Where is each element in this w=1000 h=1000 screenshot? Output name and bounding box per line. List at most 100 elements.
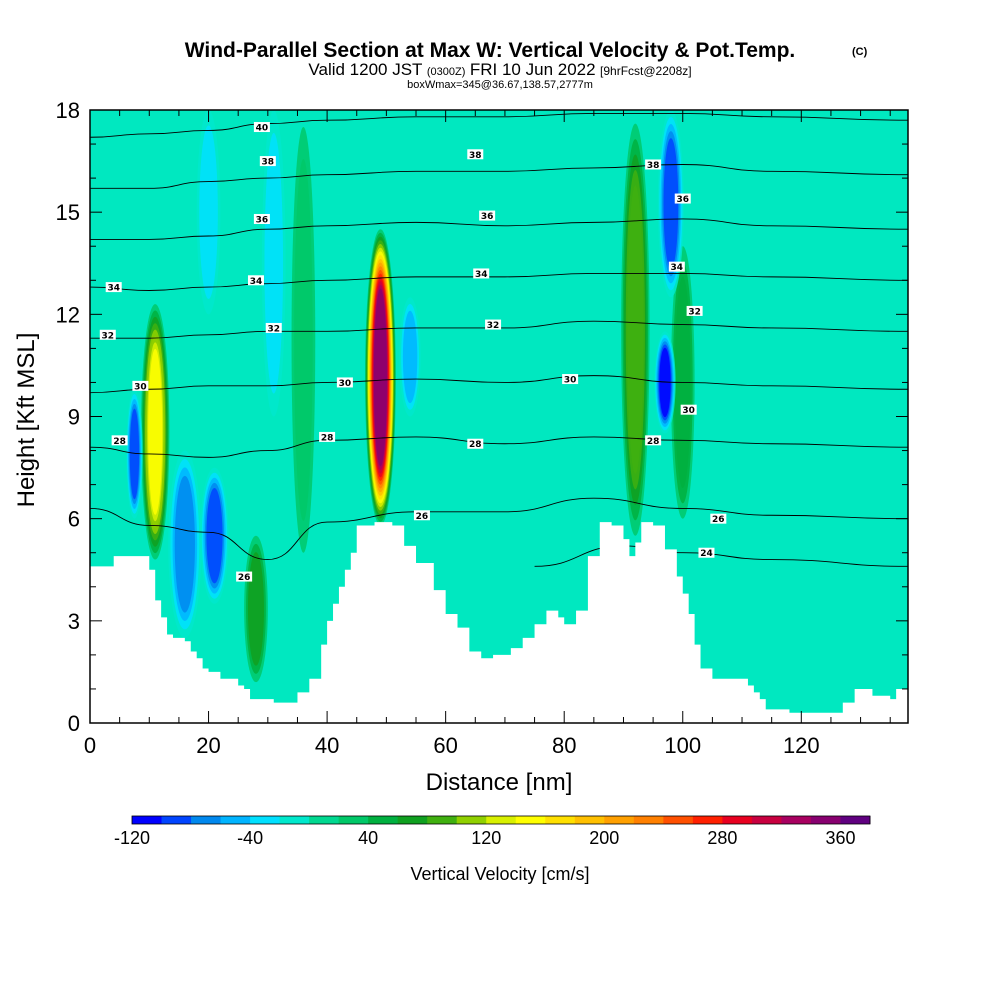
theta-label: 40 — [253, 122, 270, 134]
svg-text:28: 28 — [469, 440, 482, 450]
title-block: Wind-Parallel Section at Max W: Vertical… — [185, 39, 868, 91]
colorbar-tick-label: 360 — [825, 828, 855, 848]
theta-label: 36 — [674, 193, 691, 205]
background-field — [90, 110, 908, 723]
theta-label: 28 — [467, 438, 484, 450]
velocity-cell — [200, 467, 229, 604]
colorbar-swatch — [397, 816, 428, 824]
colorbar-swatch — [545, 816, 576, 824]
theta-label: 32 — [99, 329, 116, 341]
colorbar-swatch — [515, 816, 546, 824]
theta-label: 28 — [319, 431, 336, 443]
theta-label: 26 — [413, 510, 430, 522]
colorbar-swatch — [722, 816, 753, 824]
svg-text:28: 28 — [321, 433, 334, 443]
y-tick-label: 15 — [56, 200, 80, 225]
colorbar-frame — [131, 815, 871, 825]
theta-label: 36 — [479, 210, 496, 222]
svg-text:26: 26 — [416, 512, 429, 522]
velocity-level — [264, 132, 284, 394]
velocity-cell — [657, 110, 684, 298]
x-tick-label: 0 — [84, 733, 96, 758]
x-tick-label: 120 — [783, 733, 820, 758]
colorbar-swatch — [604, 816, 635, 824]
svg-text:30: 30 — [339, 379, 352, 389]
velocity-cell — [291, 127, 316, 553]
colorbar-swatch — [220, 816, 251, 824]
colorbar-swatch — [161, 816, 192, 824]
colorbar-tick-label: -40 — [237, 828, 263, 848]
svg-text:36: 36 — [676, 195, 689, 205]
svg-text:32: 32 — [688, 307, 701, 317]
x-tick-label: 100 — [664, 733, 701, 758]
velocity-cell — [126, 389, 143, 519]
subtitle-date: FRI 10 Jun 2022 — [470, 60, 596, 79]
x-axis: 0 20 40 60 80 100 120 — [84, 110, 891, 758]
velocity-level — [247, 552, 264, 666]
velocity-cell — [196, 110, 221, 315]
subtitle-utc: (0300Z) — [427, 66, 466, 78]
colorbar-swatch — [574, 816, 605, 824]
colorbar-tick-label: 200 — [589, 828, 619, 848]
x-axis-label: Distance [nm] — [426, 769, 573, 796]
theta-contour — [90, 164, 908, 189]
svg-text:34: 34 — [107, 284, 120, 294]
theta-label: 32 — [686, 305, 703, 317]
velocity-level — [206, 488, 223, 584]
colorbar-tick-label: 40 — [358, 828, 378, 848]
svg-text:36: 36 — [481, 212, 494, 222]
colorbar-swatch — [663, 816, 694, 824]
velocity-cell — [399, 297, 421, 417]
colorbar-swatch — [191, 816, 222, 824]
subtitle-valid: Valid 1200 JST — [308, 60, 422, 79]
theta-label: 36 — [253, 213, 270, 225]
theta-contour — [90, 436, 908, 458]
theta-label: 32 — [485, 319, 502, 331]
velocity-level — [174, 475, 195, 613]
velocity-cell — [621, 123, 650, 536]
y-tick-label: 12 — [56, 302, 80, 327]
colorbar-swatch — [427, 816, 458, 824]
colorbar: -120 -40 40 120 200 280 360 — [114, 815, 871, 848]
velocity-level — [663, 138, 679, 270]
theta-contour — [90, 218, 908, 240]
colorbar-swatch — [368, 816, 399, 824]
colorbar-swatch — [132, 816, 163, 824]
velocity-level — [294, 158, 313, 521]
theta-label: 34 — [668, 261, 685, 273]
colorbar-tick-label: 280 — [707, 828, 737, 848]
chart-subtitle: Valid 1200 JST (0300Z) FRI 10 Jun 2022 [… — [308, 60, 691, 79]
colorbar-swatch — [338, 816, 369, 824]
svg-text:26: 26 — [712, 515, 725, 525]
theta-label: 34 — [247, 275, 264, 287]
svg-text:38: 38 — [647, 161, 660, 171]
colorbar-swatch — [633, 816, 664, 824]
title-mark: (C) — [852, 46, 868, 58]
velocity-level — [627, 185, 644, 474]
svg-text:30: 30 — [682, 406, 695, 416]
svg-text:24: 24 — [700, 549, 713, 559]
theta-contour — [90, 497, 908, 560]
colorbar-label: Vertical Velocity [cm/s] — [410, 864, 589, 884]
theta-label: 34 — [473, 268, 490, 280]
theta-labels: 40 38 38 38 36 36 36 34 34 34 34 32 32 32 32 30 30 30 30 28… — [99, 122, 727, 583]
y-axis-label: Height [Kft MSL] — [13, 333, 40, 508]
theta-contour — [90, 273, 908, 291]
theta-label: 28 — [645, 435, 662, 447]
colorbar-swatch — [751, 816, 782, 824]
chart-title: Wind-Parallel Section at Max W: Vertical… — [185, 39, 796, 62]
theta-label: 26 — [236, 571, 253, 583]
subtitle-forecast: [9hrFcst@2208z] — [600, 64, 692, 78]
x-tick-label: 60 — [433, 733, 457, 758]
velocity-cell — [365, 229, 396, 526]
velocity-cell — [168, 450, 202, 638]
colorbar-swatch — [309, 816, 340, 824]
velocity-level — [402, 310, 418, 404]
theta-contour — [90, 112, 908, 138]
svg-text:34: 34 — [671, 263, 684, 273]
svg-text:36: 36 — [256, 215, 269, 225]
colorbar-swatch — [279, 816, 310, 824]
colorbar-swatch — [486, 816, 517, 824]
